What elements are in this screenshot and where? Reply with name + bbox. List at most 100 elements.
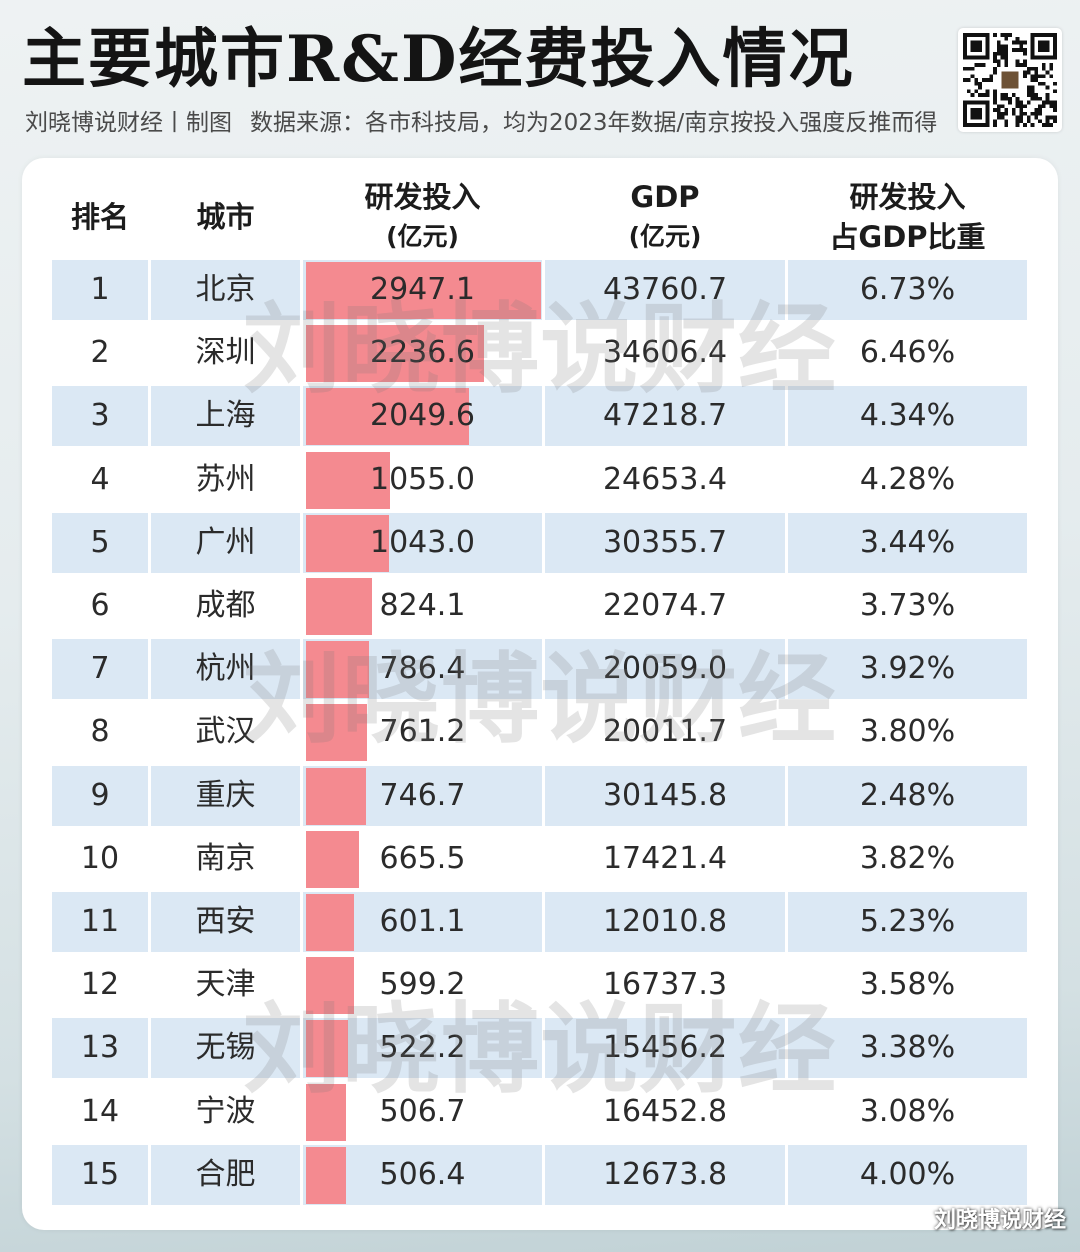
rd-value: 601.1 [379, 904, 466, 939]
rd-cell: 506.4 [303, 1145, 542, 1205]
city-value: 苏州 [195, 462, 256, 497]
city-value: 上海 [195, 398, 256, 433]
corner-watermark: 刘晓博说财经 [933, 1208, 1066, 1233]
page-title: 主要城市R&D经费投入情况 [22, 22, 855, 97]
rd-value: 599.2 [379, 967, 466, 1002]
rd-cell: 522.2 [303, 1018, 542, 1078]
header-rd-label: 研发投入 [364, 180, 481, 214]
city-cell: 重庆 [151, 766, 300, 826]
rd-bar [306, 388, 470, 445]
rd-bar [306, 452, 391, 509]
gdp-cell: 16452.8 [545, 1082, 785, 1142]
ratio-value: 3.82% [859, 841, 956, 876]
rd-value: 1055.0 [370, 462, 475, 497]
rd-cell: 601.1 [303, 892, 542, 952]
city-cell: 深圳 [151, 323, 300, 383]
rd-cell: 2236.6 [303, 323, 542, 383]
table-header: 排名 城市 研发投入 (亿元) GDP (亿元) 研发投入 占GDP比重 [52, 175, 1027, 259]
rd-cell: 2947.1 [303, 260, 542, 320]
city-cell: 成都 [151, 576, 300, 636]
header-city: 城市 [151, 175, 300, 259]
city-value: 合肥 [195, 1157, 256, 1192]
rd-cell: 2049.6 [303, 386, 542, 446]
ratio-cell: 6.46% [788, 323, 1027, 383]
header-ratio: 研发投入 占GDP比重 [788, 175, 1027, 259]
rank-value: 3 [90, 398, 110, 433]
gdp-cell: 20011.7 [545, 702, 785, 762]
gdp-cell: 12673.8 [545, 1145, 785, 1205]
header-ratio-label: 研发投入 [849, 180, 966, 214]
qr-code [958, 28, 1062, 132]
rd-value: 761.2 [379, 714, 466, 749]
city-cell: 南京 [151, 829, 300, 889]
rd-bar [306, 1084, 347, 1141]
city-value: 天津 [195, 967, 256, 1002]
table-row: 13 无锡 522.2 15456.2 3.38% [52, 1018, 1027, 1078]
gdp-value: 20059.0 [602, 651, 728, 686]
city-cell: 广州 [151, 513, 300, 573]
rank-value: 4 [90, 462, 110, 497]
rank-value: 7 [90, 651, 110, 686]
city-value: 西安 [195, 904, 256, 939]
rank-cell: 10 [52, 829, 148, 889]
rank-cell: 13 [52, 1018, 148, 1078]
rank-value: 15 [80, 1157, 120, 1192]
rd-cell: 599.2 [303, 955, 542, 1015]
rank-cell: 12 [52, 955, 148, 1015]
rank-value: 14 [80, 1094, 120, 1129]
rank-cell: 8 [52, 702, 148, 762]
ratio-value: 6.73% [859, 272, 956, 307]
gdp-value: 30355.7 [602, 525, 728, 560]
ratio-cell: 3.92% [788, 639, 1027, 699]
header-rank-label: 排名 [70, 200, 129, 234]
gdp-cell: 15456.2 [545, 1018, 785, 1078]
rd-value: 522.2 [379, 1030, 466, 1065]
ratio-value: 3.73% [859, 588, 956, 623]
gdp-cell: 20059.0 [545, 639, 785, 699]
city-cell: 宁波 [151, 1082, 300, 1142]
ratio-value: 2.48% [859, 778, 956, 813]
city-cell: 上海 [151, 386, 300, 446]
header-gdp-unit: (亿元) [628, 222, 702, 251]
rd-cell: 1043.0 [303, 513, 542, 573]
rd-value: 824.1 [379, 588, 466, 623]
gdp-value: 16452.8 [602, 1094, 728, 1129]
table-row: 7 杭州 786.4 20059.0 3.92% [52, 639, 1027, 699]
rd-bar [306, 957, 354, 1014]
rd-cell: 665.5 [303, 829, 542, 889]
rank-value: 5 [90, 525, 110, 560]
gdp-value: 30145.8 [602, 778, 728, 813]
rd-bar [306, 768, 366, 825]
gdp-cell: 30145.8 [545, 766, 785, 826]
table-row: 8 武汉 761.2 20011.7 3.80% [52, 702, 1027, 762]
gdp-cell: 12010.8 [545, 892, 785, 952]
qr-code-graphic [963, 33, 1057, 127]
rd-cell: 1055.0 [303, 450, 542, 510]
rank-cell: 11 [52, 892, 148, 952]
city-value: 宁波 [195, 1094, 256, 1129]
qr-logo [1001, 71, 1019, 89]
rd-cell: 746.7 [303, 766, 542, 826]
gdp-cell: 43760.7 [545, 260, 785, 320]
rd-bar [306, 894, 354, 951]
gdp-value: 22074.7 [602, 588, 728, 623]
rd-cell: 761.2 [303, 702, 542, 762]
gdp-value: 47218.7 [602, 398, 728, 433]
ratio-cell: 4.28% [788, 450, 1027, 510]
table-row: 2 深圳 2236.6 34606.4 6.46% [52, 323, 1027, 383]
city-value: 重庆 [195, 778, 256, 813]
gdp-value: 16737.3 [602, 967, 728, 1002]
rd-value: 786.4 [379, 651, 466, 686]
gdp-value: 17421.4 [602, 841, 728, 876]
credit-text: 刘晓博说财经丨制图 [25, 110, 232, 136]
rd-value: 746.7 [379, 778, 466, 813]
rd-bar [306, 1147, 347, 1204]
ratio-value: 3.92% [859, 651, 956, 686]
ratio-value: 4.28% [859, 462, 956, 497]
rd-value: 2236.6 [370, 335, 475, 370]
ratio-cell: 5.23% [788, 892, 1027, 952]
gdp-value: 15456.2 [602, 1030, 728, 1065]
rd-value: 1043.0 [370, 525, 475, 560]
rank-value: 13 [80, 1030, 120, 1065]
rd-bar [306, 515, 390, 572]
